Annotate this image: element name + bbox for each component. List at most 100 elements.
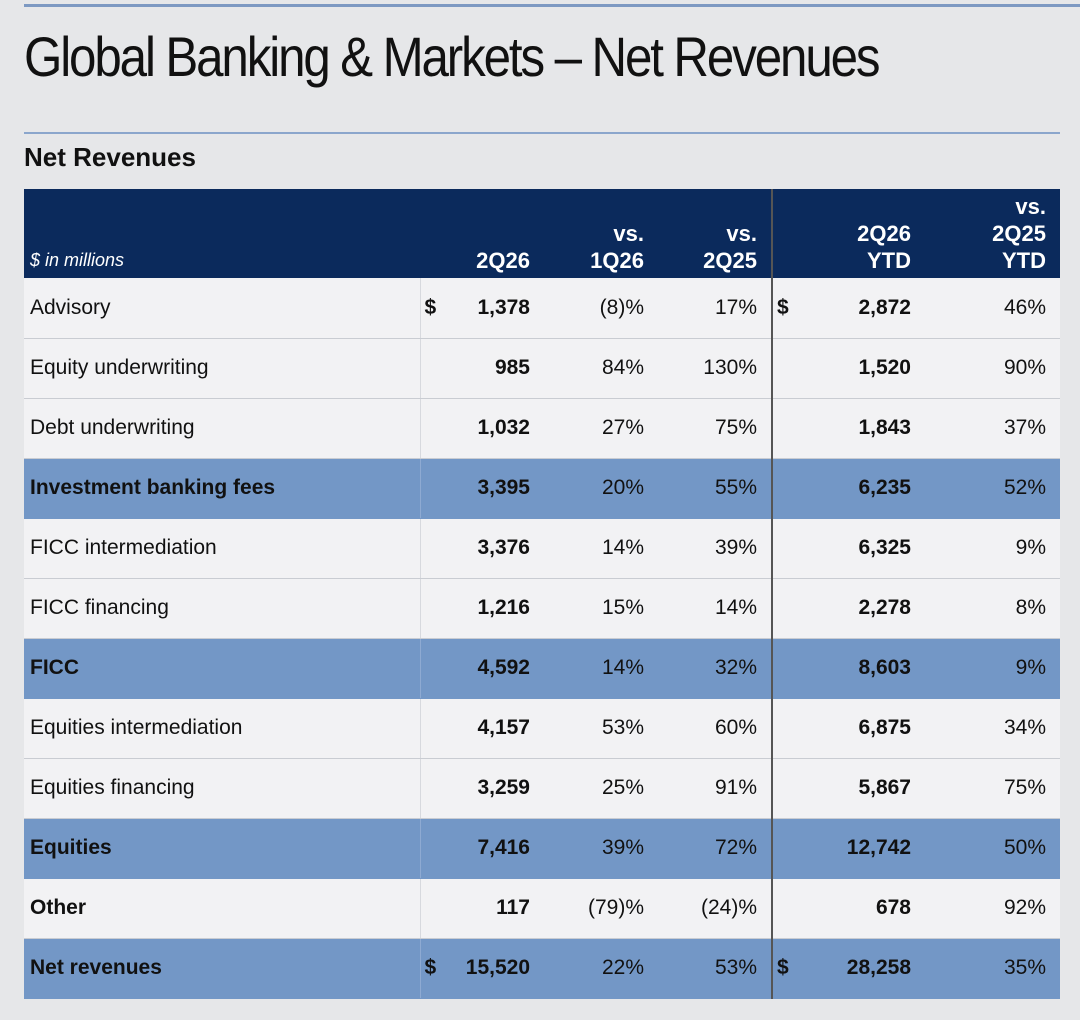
- value-vs-2q25-ytd: 9%: [925, 638, 1060, 699]
- value-vs-2q25-ytd: 8%: [925, 578, 1060, 639]
- currency-symbol-ytd: [772, 338, 792, 399]
- row-label: Investment banking fees: [24, 458, 420, 519]
- units-label: $ in millions: [24, 189, 420, 278]
- value-vs-2q25-ytd: 52%: [925, 458, 1060, 519]
- value-2q26-ytd: 1,843: [792, 398, 925, 459]
- header-vs-2q25-ytd: vs. 2Q25 YTD: [925, 189, 1060, 278]
- currency-symbol: [419, 758, 442, 819]
- currency-symbol: [419, 578, 442, 639]
- value-vs-2q25-ytd: 35%: [925, 938, 1060, 999]
- table-row: Equity underwriting 985 84% 130% 1,520 9…: [24, 338, 1060, 399]
- value-2q26-ytd: 5,867: [792, 758, 925, 819]
- value-2q26-ytd: 2,278: [792, 578, 925, 639]
- value-vs-2q25: 55%: [658, 458, 773, 519]
- table-row: Debt underwriting 1,032 27% 75% 1,843 37…: [24, 398, 1060, 459]
- row-label: Equities: [24, 818, 420, 879]
- value-vs-1q26: 14%: [544, 638, 658, 699]
- header-2q26-ytd: 2Q26 YTD: [792, 189, 925, 278]
- value-vs-2q25: (24)%: [658, 878, 773, 939]
- value-vs-2q25-ytd: 46%: [925, 278, 1060, 339]
- value-vs-2q25: 53%: [658, 938, 773, 999]
- value-2q26-ytd: 8,603: [792, 638, 925, 699]
- value-vs-1q26: 27%: [544, 398, 658, 459]
- value-2q26-ytd: 678: [792, 878, 925, 939]
- value-2q26: 117: [442, 878, 544, 939]
- currency-symbol: [419, 698, 442, 759]
- table-row: FICC financing 1,216 15% 14% 2,278 8%: [24, 578, 1060, 639]
- currency-symbol: $: [419, 938, 442, 999]
- currency-symbol-ytd: [772, 758, 792, 819]
- header-currency-spacer-ytd: [772, 189, 792, 278]
- value-2q26: 1,378: [442, 278, 544, 339]
- top-rule: [24, 4, 1080, 7]
- value-vs-2q25: 91%: [658, 758, 773, 819]
- section-rule: [24, 132, 1060, 134]
- value-2q26: 3,395: [442, 458, 544, 519]
- value-vs-2q25-ytd: 50%: [925, 818, 1060, 879]
- value-2q26: 985: [442, 338, 544, 399]
- row-label: FICC: [24, 638, 420, 699]
- value-2q26-ytd: 28,258: [792, 938, 925, 999]
- currency-symbol: [419, 458, 442, 519]
- value-vs-1q26: 20%: [544, 458, 658, 519]
- row-label: Net revenues: [24, 938, 420, 999]
- total-row: Net revenues $ 15,520 22% 53% $ 28,258 3…: [24, 938, 1060, 999]
- value-2q26-ytd: 2,872: [792, 278, 925, 339]
- value-vs-1q26: 25%: [544, 758, 658, 819]
- value-2q26-ytd: 1,520: [792, 338, 925, 399]
- table-row: Equities financing 3,259 25% 91% 5,867 7…: [24, 758, 1060, 819]
- value-vs-2q25: 75%: [658, 398, 773, 459]
- table-row: Other 117 (79)% (24)% 678 92%: [24, 878, 1060, 939]
- row-label: Equities intermediation: [24, 698, 420, 759]
- currency-symbol: [419, 818, 442, 879]
- value-vs-1q26: 22%: [544, 938, 658, 999]
- section-title: Net Revenues: [24, 142, 196, 172]
- value-vs-1q26: (8)%: [544, 278, 658, 339]
- value-vs-1q26: 84%: [544, 338, 658, 399]
- value-2q26-ytd: 12,742: [792, 818, 925, 879]
- value-vs-2q25-ytd: 34%: [925, 698, 1060, 759]
- subtotal-row: Investment banking fees 3,395 20% 55% 6,…: [24, 458, 1060, 519]
- row-label: FICC intermediation: [24, 518, 420, 579]
- table-row: Equities intermediation 4,157 53% 60% 6,…: [24, 698, 1060, 759]
- currency-symbol: [419, 338, 442, 399]
- header-vs-2q25: vs. 2Q25: [658, 189, 773, 278]
- currency-symbol-ytd: [772, 398, 792, 459]
- net-revenues-table: $ in millions 2Q26 vs. 1Q26 vs. 2Q25 2Q26 Y…: [24, 189, 1060, 999]
- value-vs-2q25-ytd: 92%: [925, 878, 1060, 939]
- currency-symbol-ytd: [772, 698, 792, 759]
- value-2q26: 1,216: [442, 578, 544, 639]
- currency-symbol: $: [419, 278, 442, 339]
- row-label: Equity underwriting: [24, 338, 420, 399]
- value-vs-2q25-ytd: 9%: [925, 518, 1060, 579]
- table-row: Advisory $ 1,378 (8)% 17% $ 2,872 46%: [24, 278, 1060, 339]
- value-vs-1q26: 53%: [544, 698, 658, 759]
- value-2q26: 7,416: [442, 818, 544, 879]
- currency-symbol-ytd: [772, 878, 792, 939]
- value-vs-2q25: 32%: [658, 638, 773, 699]
- value-vs-1q26: 39%: [544, 818, 658, 879]
- subtotal-row: FICC 4,592 14% 32% 8,603 9%: [24, 638, 1060, 699]
- header-2q26: 2Q26: [442, 189, 544, 278]
- row-label: Advisory: [24, 278, 420, 339]
- table-header-row: $ in millions 2Q26 vs. 1Q26 vs. 2Q25 2Q26 Y…: [24, 189, 1060, 278]
- value-vs-1q26: (79)%: [544, 878, 658, 939]
- value-vs-2q25: 130%: [658, 338, 773, 399]
- row-label: Other: [24, 878, 420, 939]
- currency-symbol-ytd: $: [772, 278, 792, 339]
- currency-symbol-ytd: [772, 638, 792, 699]
- row-label: FICC financing: [24, 578, 420, 639]
- currency-symbol-ytd: [772, 578, 792, 639]
- currency-symbol: [419, 878, 442, 939]
- currency-symbol-ytd: [772, 818, 792, 879]
- currency-symbol-ytd: [772, 518, 792, 579]
- value-2q26: 4,592: [442, 638, 544, 699]
- value-2q26-ytd: 6,875: [792, 698, 925, 759]
- value-vs-2q25-ytd: 37%: [925, 398, 1060, 459]
- value-vs-2q25: 14%: [658, 578, 773, 639]
- header-currency-spacer: [420, 189, 442, 278]
- currency-symbol: [419, 398, 442, 459]
- value-vs-2q25: 39%: [658, 518, 773, 579]
- value-2q26-ytd: 6,235: [792, 458, 925, 519]
- row-label: Debt underwriting: [24, 398, 420, 459]
